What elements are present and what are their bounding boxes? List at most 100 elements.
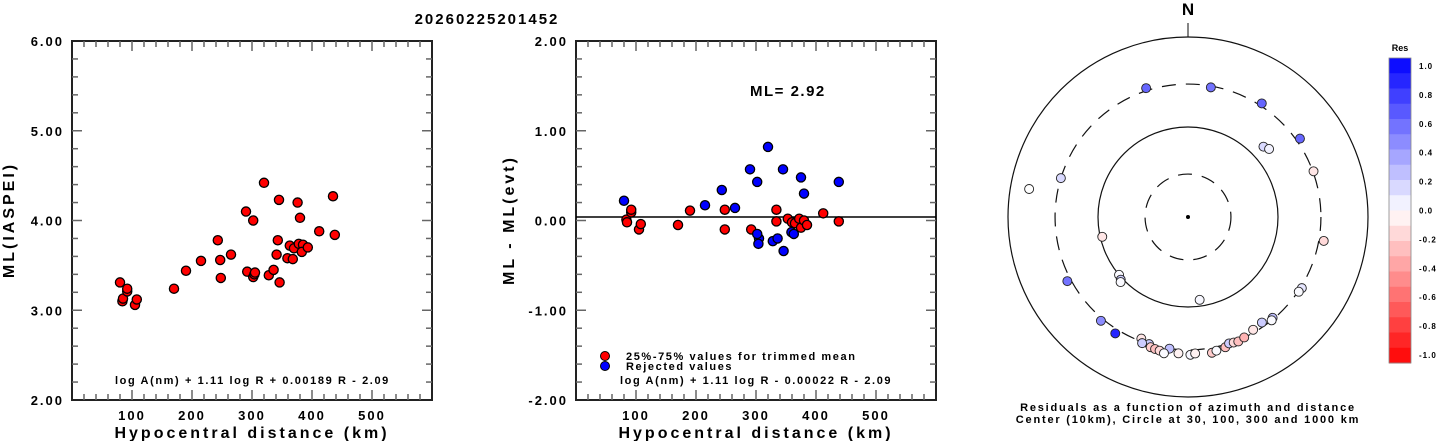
station-point: [1248, 324, 1259, 335]
scatter-points: [114, 177, 341, 311]
epicenter-dot: [1186, 215, 1190, 219]
colorbar-frame: [1388, 57, 1412, 364]
station-point: [1266, 315, 1277, 326]
colorbar-cell: [1389, 286, 1411, 303]
y-tick-labels: -2.00 -1.00 0.00 1.00 2.00: [528, 34, 568, 408]
data-point: [274, 277, 285, 288]
data-point: [195, 255, 207, 267]
x-axis-title: Hypocentral distance (km): [114, 425, 389, 441]
data-point: [751, 176, 763, 188]
data-point: [168, 283, 180, 294]
colorbar-cell: [1389, 302, 1411, 318]
data-point: [287, 253, 299, 265]
y-tick-label: 0.00: [535, 214, 568, 229]
data-point: [294, 212, 306, 224]
data-point: [621, 217, 633, 228]
ring-1000km: [1007, 36, 1369, 398]
data-point: [817, 208, 829, 219]
station-point: [1264, 144, 1275, 154]
data-point: [833, 216, 845, 227]
x-tick-label: 500: [862, 408, 890, 423]
station-point: [1205, 82, 1216, 93]
colorbar-cell: [1389, 210, 1411, 227]
ring-30km: [1144, 173, 1232, 261]
station-point: [1115, 277, 1126, 288]
data-point: [753, 238, 764, 250]
colorbar-tick-label: 1.0: [1419, 62, 1433, 71]
station-point: [1318, 235, 1329, 246]
y-tick-label: 2.00: [535, 34, 568, 49]
colorbar-cell: [1389, 317, 1411, 333]
data-point: [214, 254, 226, 266]
x-tick-labels: 100 200 300 400 500: [622, 408, 890, 423]
y-axis-title: ML(IASPEI): [1, 162, 18, 278]
x-tick-label: 300: [742, 408, 770, 423]
data-point: [672, 219, 684, 231]
residual-colorbar: Res 1.0 0.8 0.6 0.4 0.2 0.0 -0.2 -0.4 -0.6 -0.8 -1…: [1388, 43, 1437, 364]
ml-annotation: ML= 2.92: [750, 83, 826, 100]
colorbar-tick-label: -1.0: [1419, 351, 1437, 360]
colorbar-cell: [1389, 103, 1411, 120]
station-point: [1295, 133, 1305, 144]
data-point: [729, 202, 741, 214]
data-point: [258, 177, 270, 189]
station-point: [1055, 173, 1066, 184]
station-point: [1190, 348, 1201, 359]
data-point: [762, 141, 774, 153]
station-point: [1137, 338, 1148, 349]
station-point: [1194, 294, 1205, 305]
data-point: [273, 194, 285, 206]
data-point: [268, 264, 279, 276]
x-tick-label: 300: [238, 408, 266, 423]
colorbar-cell: [1389, 195, 1411, 211]
colorbar-tick-label: -0.6: [1419, 293, 1437, 302]
data-point: [719, 204, 731, 215]
colorbar-tick-label: -0.8: [1419, 322, 1437, 331]
y-tick-label: 3.00: [31, 303, 64, 318]
station-point: [1239, 332, 1250, 343]
colorbar-tick-label: -0.2: [1419, 235, 1437, 244]
data-point: [625, 204, 637, 215]
data-point: [131, 294, 143, 305]
axis-ticks: [576, 41, 936, 400]
data-point: [215, 272, 227, 284]
data-point: [795, 172, 807, 183]
data-point: [180, 265, 192, 277]
distance-rings: [1007, 36, 1369, 398]
colorbar-cell: [1389, 225, 1411, 242]
data-point: [788, 228, 800, 240]
station-point: [1097, 231, 1108, 242]
legend: 25%-75% values for trimmed mean Rejected…: [600, 351, 855, 373]
y-axis-title: ML - ML(evt): [501, 155, 518, 285]
ring-300km: [1054, 83, 1322, 351]
station-point: [1211, 345, 1222, 356]
colorbar-cell: [1389, 241, 1411, 257]
y-tick-label: 4.00: [31, 214, 64, 229]
data-point: [684, 205, 696, 216]
x-tick-label: 500: [358, 408, 386, 423]
colorbar-tick-label: 0.8: [1419, 91, 1433, 100]
x-tick-labels: 100 200 300 400 500: [118, 408, 386, 423]
station-point: [1159, 348, 1169, 359]
colorbar-cell: [1389, 119, 1411, 135]
data-point: [772, 233, 783, 244]
data-point: [249, 267, 261, 278]
colorbar-tick-label: 0.2: [1419, 178, 1433, 187]
north-label: N: [1182, 0, 1194, 19]
colorbar-labels: 1.0 0.8 0.6 0.4 0.2 0.0 -0.2 -0.4 -0.6 -0.8 -1.0: [1419, 62, 1437, 360]
colorbar-cell: [1389, 58, 1411, 74]
station-points: [1024, 82, 1329, 360]
data-point: [778, 245, 789, 257]
station-point: [1256, 317, 1267, 328]
data-point: [801, 219, 813, 231]
colorbar-cell: [1389, 180, 1411, 196]
data-point: [247, 215, 259, 226]
station-point: [1062, 276, 1073, 287]
x-tick-label: 400: [298, 408, 326, 423]
magnitude-distance-chart: 2.00 3.00 4.00 5.00 6.00 100 200 300 400 500 Hyp…: [1, 34, 433, 441]
colorbar-tick-label: 0.6: [1419, 120, 1433, 129]
data-point: [771, 204, 782, 215]
data-point: [240, 206, 252, 217]
residual-distance-chart: -2.00 -1.00 0.00 1.00 2.00 100 200 300 400 500 H…: [501, 34, 937, 441]
